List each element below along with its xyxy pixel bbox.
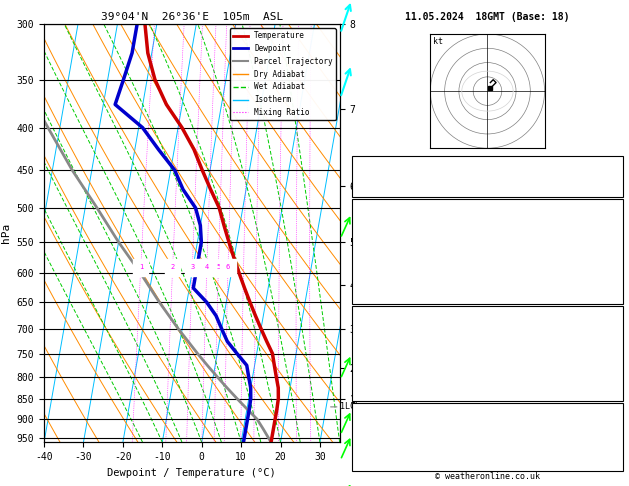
Text: 23: 23 [603, 433, 615, 442]
Text: CAPE (J): CAPE (J) [360, 372, 407, 382]
Text: 315: 315 [597, 341, 615, 351]
Text: 0: 0 [609, 372, 615, 382]
Text: 158°: 158° [591, 446, 615, 456]
Text: Most Unstable: Most Unstable [449, 309, 526, 319]
Text: 0: 0 [609, 388, 615, 398]
Text: K: K [360, 157, 366, 167]
Text: 5: 5 [216, 264, 221, 270]
Text: StmSpd (kt): StmSpd (kt) [360, 460, 425, 469]
Text: 314: 314 [597, 246, 615, 257]
Text: 4: 4 [204, 264, 209, 270]
Text: Lifted Index: Lifted Index [360, 261, 431, 272]
Text: 1: 1 [138, 264, 143, 270]
Text: 0: 0 [609, 277, 615, 286]
Text: kt: kt [433, 37, 443, 46]
Text: 44: 44 [603, 419, 615, 429]
Text: Lifted Index: Lifted Index [360, 356, 431, 366]
Text: 1: 1 [609, 356, 615, 366]
Y-axis label: km
ASL: km ASL [361, 225, 382, 242]
Text: 3: 3 [190, 264, 194, 270]
Text: θₑ(K): θₑ(K) [360, 246, 389, 257]
Bar [352, 156, 623, 197]
Text: CAPE (J): CAPE (J) [360, 277, 407, 286]
Text: Temp (°C): Temp (°C) [360, 217, 413, 226]
Text: Surface: Surface [467, 202, 508, 212]
Text: SREH: SREH [360, 433, 384, 442]
Legend: Temperature, Dewpoint, Parcel Trajectory, Dry Adiabat, Wet Adiabat, Isotherm, Mi: Temperature, Dewpoint, Parcel Trajectory… [230, 28, 336, 120]
Text: Totals Totals: Totals Totals [360, 171, 437, 181]
Text: 8: 8 [609, 460, 615, 469]
Text: EH: EH [360, 419, 372, 429]
Text: Hodograph: Hodograph [461, 405, 514, 415]
Text: CIN (J): CIN (J) [360, 291, 401, 301]
Text: 11.05.2024  18GMT (Base: 18): 11.05.2024 18GMT (Base: 18) [405, 12, 570, 22]
Text: 2: 2 [609, 261, 615, 272]
Text: 0: 0 [609, 291, 615, 301]
Text: PW (cm): PW (cm) [360, 185, 401, 195]
Bar [352, 306, 623, 401]
Text: 10.6: 10.6 [591, 231, 615, 242]
Text: Dewp (°C): Dewp (°C) [360, 231, 413, 242]
Text: 17.6: 17.6 [591, 217, 615, 226]
X-axis label: Dewpoint / Temperature (°C): Dewpoint / Temperature (°C) [108, 468, 276, 478]
Text: © weatheronline.co.uk: © weatheronline.co.uk [435, 472, 540, 481]
Text: CIN (J): CIN (J) [360, 388, 401, 398]
Bar [352, 403, 623, 471]
Text: StmDir: StmDir [360, 446, 396, 456]
Text: 50: 50 [603, 171, 615, 181]
Title: 39°04'N  26°36'E  105m  ASL: 39°04'N 26°36'E 105m ASL [101, 12, 283, 22]
Text: 2: 2 [170, 264, 175, 270]
Text: 1LCL: 1LCL [340, 402, 360, 411]
Text: θₑ (K): θₑ (K) [360, 341, 396, 351]
Text: 850: 850 [597, 325, 615, 335]
Text: 6: 6 [226, 264, 230, 270]
Y-axis label: hPa: hPa [1, 223, 11, 243]
Bar [352, 199, 623, 304]
Text: 2.02: 2.02 [591, 185, 615, 195]
Text: 26: 26 [603, 157, 615, 167]
Text: Pressure (mb): Pressure (mb) [360, 325, 437, 335]
